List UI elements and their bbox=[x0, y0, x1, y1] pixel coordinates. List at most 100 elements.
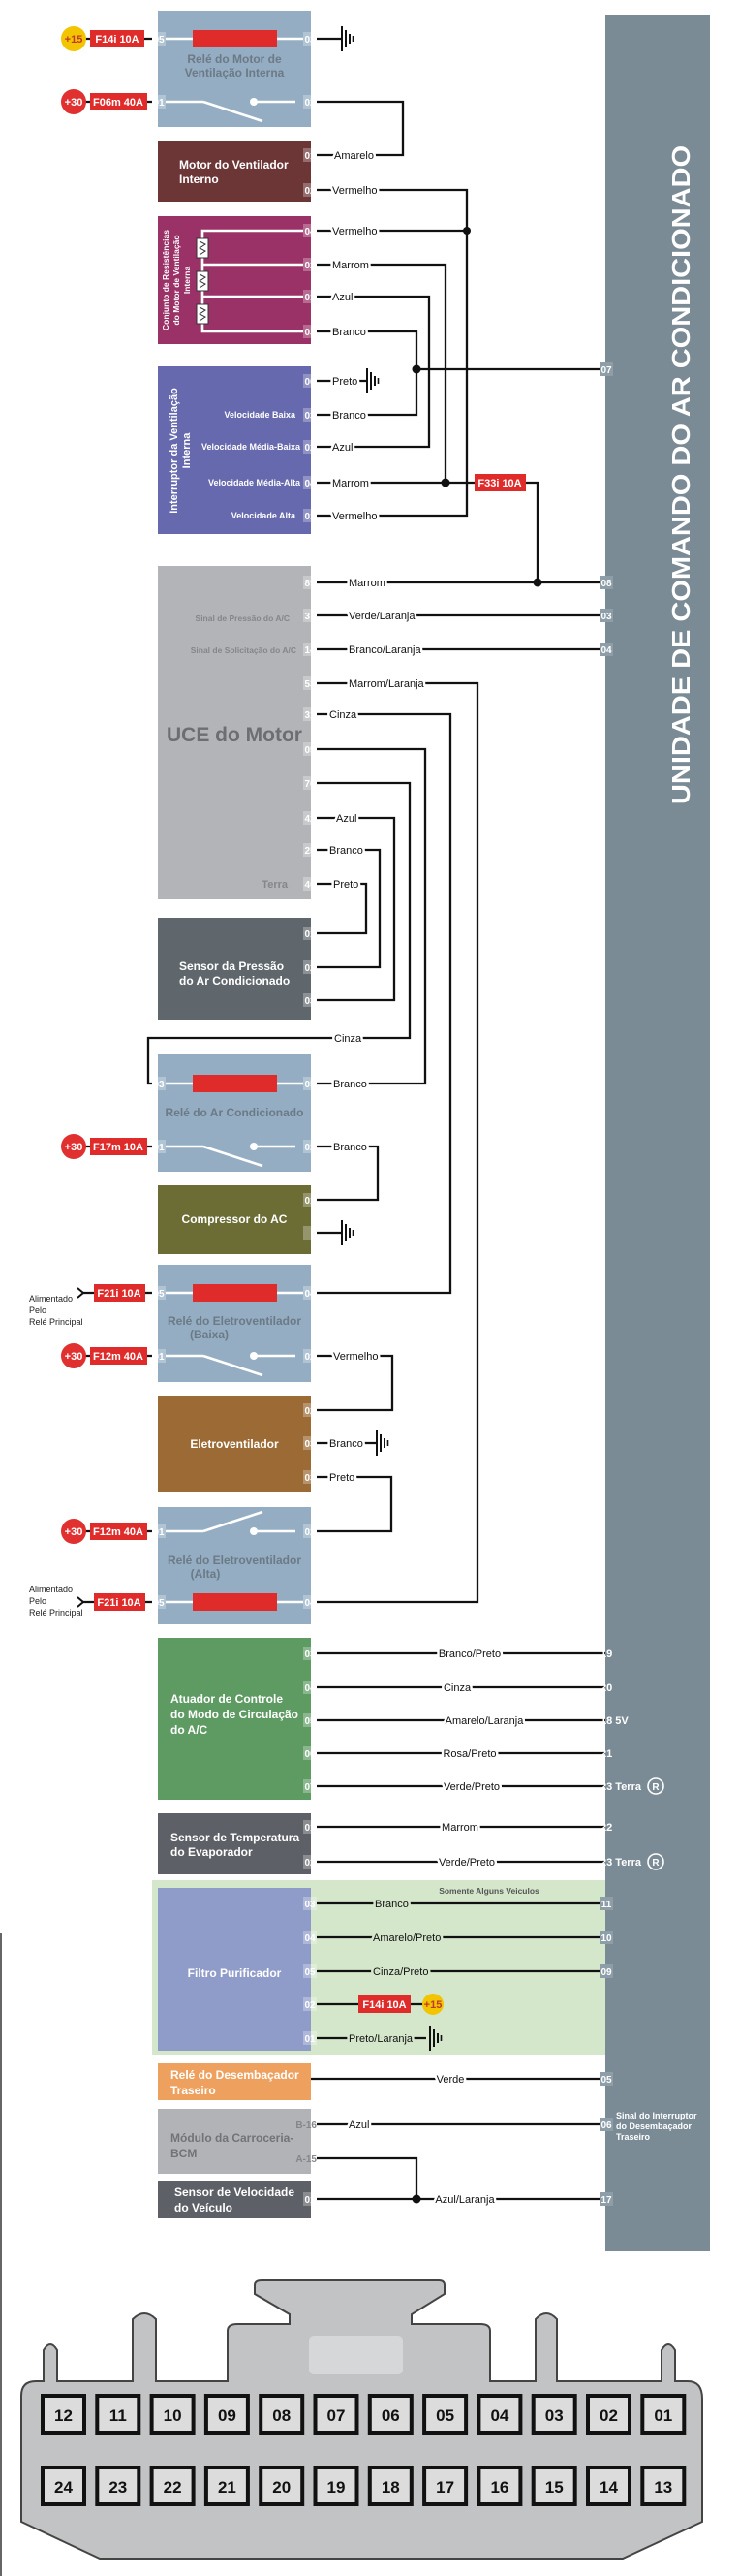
connector-pin-cell bbox=[203, 2394, 250, 2435]
wire-label: Cinza/Preto bbox=[373, 1966, 428, 1978]
connector-pin-number: 09 bbox=[218, 2406, 236, 2425]
switch-contact-icon bbox=[166, 1352, 295, 1377]
wire-label: Branco/Laranja bbox=[349, 644, 421, 656]
wire-label: Marrom bbox=[332, 478, 369, 489]
ground-icon bbox=[342, 26, 354, 51]
wire-label: Vermelho bbox=[332, 226, 377, 237]
pin-label: 02 bbox=[304, 186, 316, 197]
connector-pin-number: 05 bbox=[436, 2406, 454, 2425]
component-name: Relé do Desembaçador bbox=[170, 2068, 299, 2082]
wire-label: Preto bbox=[333, 879, 358, 891]
switch-contact-icon bbox=[166, 98, 295, 123]
pin-label: 04 bbox=[304, 479, 316, 489]
wire-label: Vermelho bbox=[332, 511, 377, 522]
pin-label: 01 bbox=[304, 1196, 316, 1207]
wire-label: Vermelho bbox=[333, 1351, 378, 1363]
feed-note: Alimentado bbox=[29, 1585, 73, 1594]
fuse-label: F14i 10A bbox=[95, 34, 139, 46]
feed-note: Relé Principal bbox=[29, 1317, 83, 1327]
pin-label: 01 bbox=[304, 151, 316, 162]
optional-note: Somente Alguns Veiculos bbox=[439, 1886, 539, 1896]
wire-label: Branco bbox=[333, 1079, 367, 1090]
fuse-icon bbox=[90, 1347, 147, 1365]
resistor-icon bbox=[196, 270, 209, 292]
resistor-icon bbox=[196, 303, 209, 325]
connector-pin-cell bbox=[586, 2394, 631, 2435]
connector-pin-cell bbox=[259, 2394, 305, 2435]
component-name: Filtro Purificador bbox=[188, 1966, 282, 1980]
connector-pin-number: 24 bbox=[54, 2478, 73, 2497]
wire-label: Vermelho bbox=[332, 185, 377, 197]
relay-coil-icon bbox=[193, 30, 277, 47]
connector-pin-number: 10 bbox=[164, 2406, 182, 2425]
supply-15-icon bbox=[422, 1994, 444, 2015]
wire-label: Verde/Preto bbox=[439, 1857, 495, 1869]
relay-coil-icon bbox=[193, 1075, 277, 1092]
wire-label: Amarelo/Preto bbox=[373, 1932, 441, 1944]
wire-label: Azul/Laranja bbox=[435, 2194, 495, 2206]
ac-compressor: Compressor do AC 01 bbox=[158, 1185, 317, 1254]
unit-pin-label: 23 Terra bbox=[600, 1781, 642, 1793]
resistor-icon bbox=[196, 237, 209, 259]
pin-label: 02 bbox=[304, 443, 316, 454]
unit-pin-label: 10 bbox=[600, 1933, 612, 1944]
rear-defrost-relay: Relé do Desembaçador Traseiro Verde 05 bbox=[158, 2063, 613, 2100]
unit-pin-label: 08 bbox=[600, 579, 612, 589]
supply-label: +30 bbox=[65, 97, 83, 109]
connector-pin-cell bbox=[586, 2466, 631, 2506]
relay-name: Relé do Ar Condicionado bbox=[166, 1106, 304, 1119]
unit-pin-label: 20 bbox=[600, 1682, 612, 1694]
connector-fork-icon bbox=[77, 1596, 85, 1608]
pin-label: 05 bbox=[304, 1080, 316, 1090]
unit-pin-label: 07 bbox=[600, 365, 612, 376]
wire-label: Branco bbox=[329, 1438, 363, 1450]
relay-name: (Baixa) bbox=[190, 1328, 229, 1341]
wire-label: Marrom/Laranja bbox=[349, 678, 425, 690]
unit-pin-label: 17 bbox=[600, 2195, 612, 2206]
wire-label: Verde/Laranja bbox=[349, 611, 416, 622]
fuse-label: F14i 10A bbox=[362, 1999, 406, 2011]
connector-pin-cell bbox=[41, 2466, 86, 2506]
component-name: Interruptor da Ventilação bbox=[169, 388, 180, 514]
wire-label: Marrom bbox=[332, 260, 369, 271]
fuse-label: F21i 10A bbox=[97, 1288, 140, 1300]
pin-label: 02 bbox=[304, 261, 316, 271]
registered-mark: R bbox=[652, 1782, 660, 1793]
wire-label: Azul bbox=[332, 442, 353, 454]
pin-label: 01 bbox=[153, 1527, 165, 1538]
unit-control-bar bbox=[605, 15, 710, 2251]
pin-label: 31 bbox=[304, 710, 316, 721]
speed-label: Velocidade Média-Alta bbox=[208, 478, 301, 487]
pin-label: 03 bbox=[304, 411, 316, 422]
component-name: Sensor de Temperatura bbox=[170, 1831, 299, 1844]
pin-label: B-16 bbox=[295, 2120, 317, 2131]
connector-pin-cell bbox=[203, 2466, 250, 2506]
component-name: Interno bbox=[179, 173, 219, 186]
pin-label: 40 bbox=[304, 880, 316, 891]
connector-pin-number: 22 bbox=[164, 2478, 182, 2497]
wire-label: Azul bbox=[332, 292, 353, 303]
switch-contact-icon bbox=[166, 1510, 295, 1535]
fuse-label: F12m 40A bbox=[93, 1526, 143, 1538]
component-name: do Modo de Circulação bbox=[170, 1708, 298, 1721]
fuse-icon bbox=[94, 1284, 145, 1302]
component-name: Sensor da Pressão bbox=[179, 959, 284, 973]
wire-label: Branco bbox=[332, 410, 366, 422]
connector-pin-number: 16 bbox=[490, 2478, 508, 2497]
pin-label: 01 bbox=[304, 2034, 316, 2045]
unit-pin-label: 05 bbox=[600, 2075, 612, 2086]
radiator-fan: Eletroventilador 02 03 03 bbox=[158, 1396, 317, 1492]
registered-mark: R bbox=[652, 1858, 660, 1869]
fuse-icon bbox=[90, 93, 147, 110]
feed-note: Pelo bbox=[29, 1596, 46, 1606]
registered-mark-icon bbox=[647, 1853, 664, 1870]
component-name: Interna bbox=[181, 432, 193, 469]
pin-label: 06 bbox=[304, 377, 316, 388]
wire-label: Verde/Preto bbox=[444, 1781, 500, 1793]
component-name: BCM bbox=[170, 2147, 197, 2160]
wire-label: Marrom bbox=[442, 1822, 478, 1834]
recirculation-actuator: Atuador de Controle do Modo de Circulaçã… bbox=[158, 1638, 311, 1800]
connector-pin-number: 20 bbox=[272, 2478, 291, 2497]
pin-label: 02 bbox=[304, 2000, 316, 2011]
